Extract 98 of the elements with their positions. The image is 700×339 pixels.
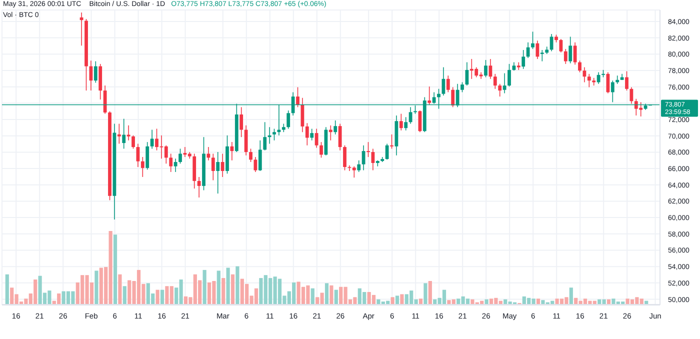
candlestick: [493, 74, 497, 90]
candlestick: [573, 42, 577, 66]
candlestick: [132, 134, 135, 150]
candlestick: [526, 42, 530, 58]
candlestick: [460, 82, 464, 93]
bar: [230, 274, 235, 304]
candlestick: [272, 128, 276, 141]
bar: [324, 282, 329, 304]
bar: [390, 296, 394, 304]
candlestick: [334, 120, 338, 135]
candlestick: [564, 48, 568, 64]
candlestick: [540, 50, 544, 62]
candlestick: [531, 31, 534, 50]
candlestick: [451, 86, 455, 108]
candlestick: [216, 152, 220, 194]
candlestick: [343, 144, 346, 171]
candlestick: [446, 75, 450, 93]
bar: [334, 289, 338, 304]
candlestick: [258, 140, 262, 172]
bar: [113, 234, 118, 304]
candlestick: [610, 80, 614, 103]
candlestick: [502, 72, 506, 94]
candlestick: [559, 38, 563, 53]
bar: [395, 295, 400, 304]
candlestick: [320, 142, 323, 158]
bar: [442, 289, 446, 304]
candlestick: [399, 113, 403, 131]
bar: [94, 270, 98, 304]
candlestick: [296, 86, 300, 108]
candlestick: [240, 106, 244, 138]
candlestick: [366, 142, 370, 158]
candlestick: [305, 122, 309, 146]
candlestick: [338, 123, 342, 151]
candlestick: [197, 176, 201, 198]
candlestick: [220, 153, 224, 178]
candlestick: [122, 118, 126, 150]
candlestick: [587, 74, 591, 88]
candlestick: [268, 126, 272, 144]
candlestick: [578, 60, 582, 73]
candlestick: [385, 143, 389, 160]
candlestick: [484, 60, 488, 78]
bar: [5, 274, 9, 304]
bar: [122, 286, 126, 304]
candlestick: [522, 50, 526, 70]
bar: [216, 270, 220, 304]
candlestick: [244, 125, 248, 156]
candlestick: [550, 34, 554, 52]
candlestick: [404, 116, 408, 131]
bar: [226, 267, 230, 304]
bar: [156, 289, 160, 304]
candlestick: [314, 128, 318, 148]
bar: [418, 298, 423, 304]
candlestick: [169, 153, 173, 172]
candlestick: [596, 72, 600, 84]
bar: [466, 298, 470, 304]
bar: [254, 288, 258, 304]
candlestick: [310, 128, 314, 141]
candlestick: [352, 166, 356, 178]
bar: [424, 282, 428, 304]
bar: [222, 278, 226, 304]
candlestick: [508, 64, 511, 87]
candlestick: [625, 70, 628, 91]
candlestick: [286, 110, 290, 130]
bar: [236, 266, 240, 304]
candlestick: [136, 143, 140, 168]
candlestick: [263, 122, 267, 151]
candlestick: [428, 86, 432, 105]
candlestick: [362, 144, 366, 171]
candlestick: [126, 125, 130, 141]
candlestick: [357, 160, 361, 172]
candlestick: [592, 78, 596, 86]
candlestick: [80, 12, 84, 46]
candlestick: [94, 60, 98, 84]
candlestick: [249, 148, 252, 162]
candlestick: [117, 123, 121, 144]
bar: [428, 280, 432, 304]
bar: [400, 294, 404, 304]
candlestick: [211, 153, 215, 181]
bar: [118, 274, 122, 304]
candlestick: [568, 36, 572, 64]
candlestick: [178, 148, 182, 164]
candlestick: [254, 156, 258, 172]
candlestick: [140, 156, 144, 178]
candlestick: [103, 85, 107, 114]
bar: [310, 288, 314, 304]
candlestick: [498, 83, 502, 97]
candlestick: [150, 129, 154, 150]
bar: [330, 284, 334, 304]
bar: [536, 298, 540, 304]
candlestick: [146, 142, 150, 170]
candlestick: [390, 134, 394, 150]
bar: [202, 269, 206, 304]
candlestick: [408, 106, 412, 124]
candlestick: [174, 158, 178, 172]
bar: [569, 287, 573, 304]
candlestick: [164, 144, 168, 164]
bar: [160, 289, 164, 304]
bar: [372, 294, 376, 304]
